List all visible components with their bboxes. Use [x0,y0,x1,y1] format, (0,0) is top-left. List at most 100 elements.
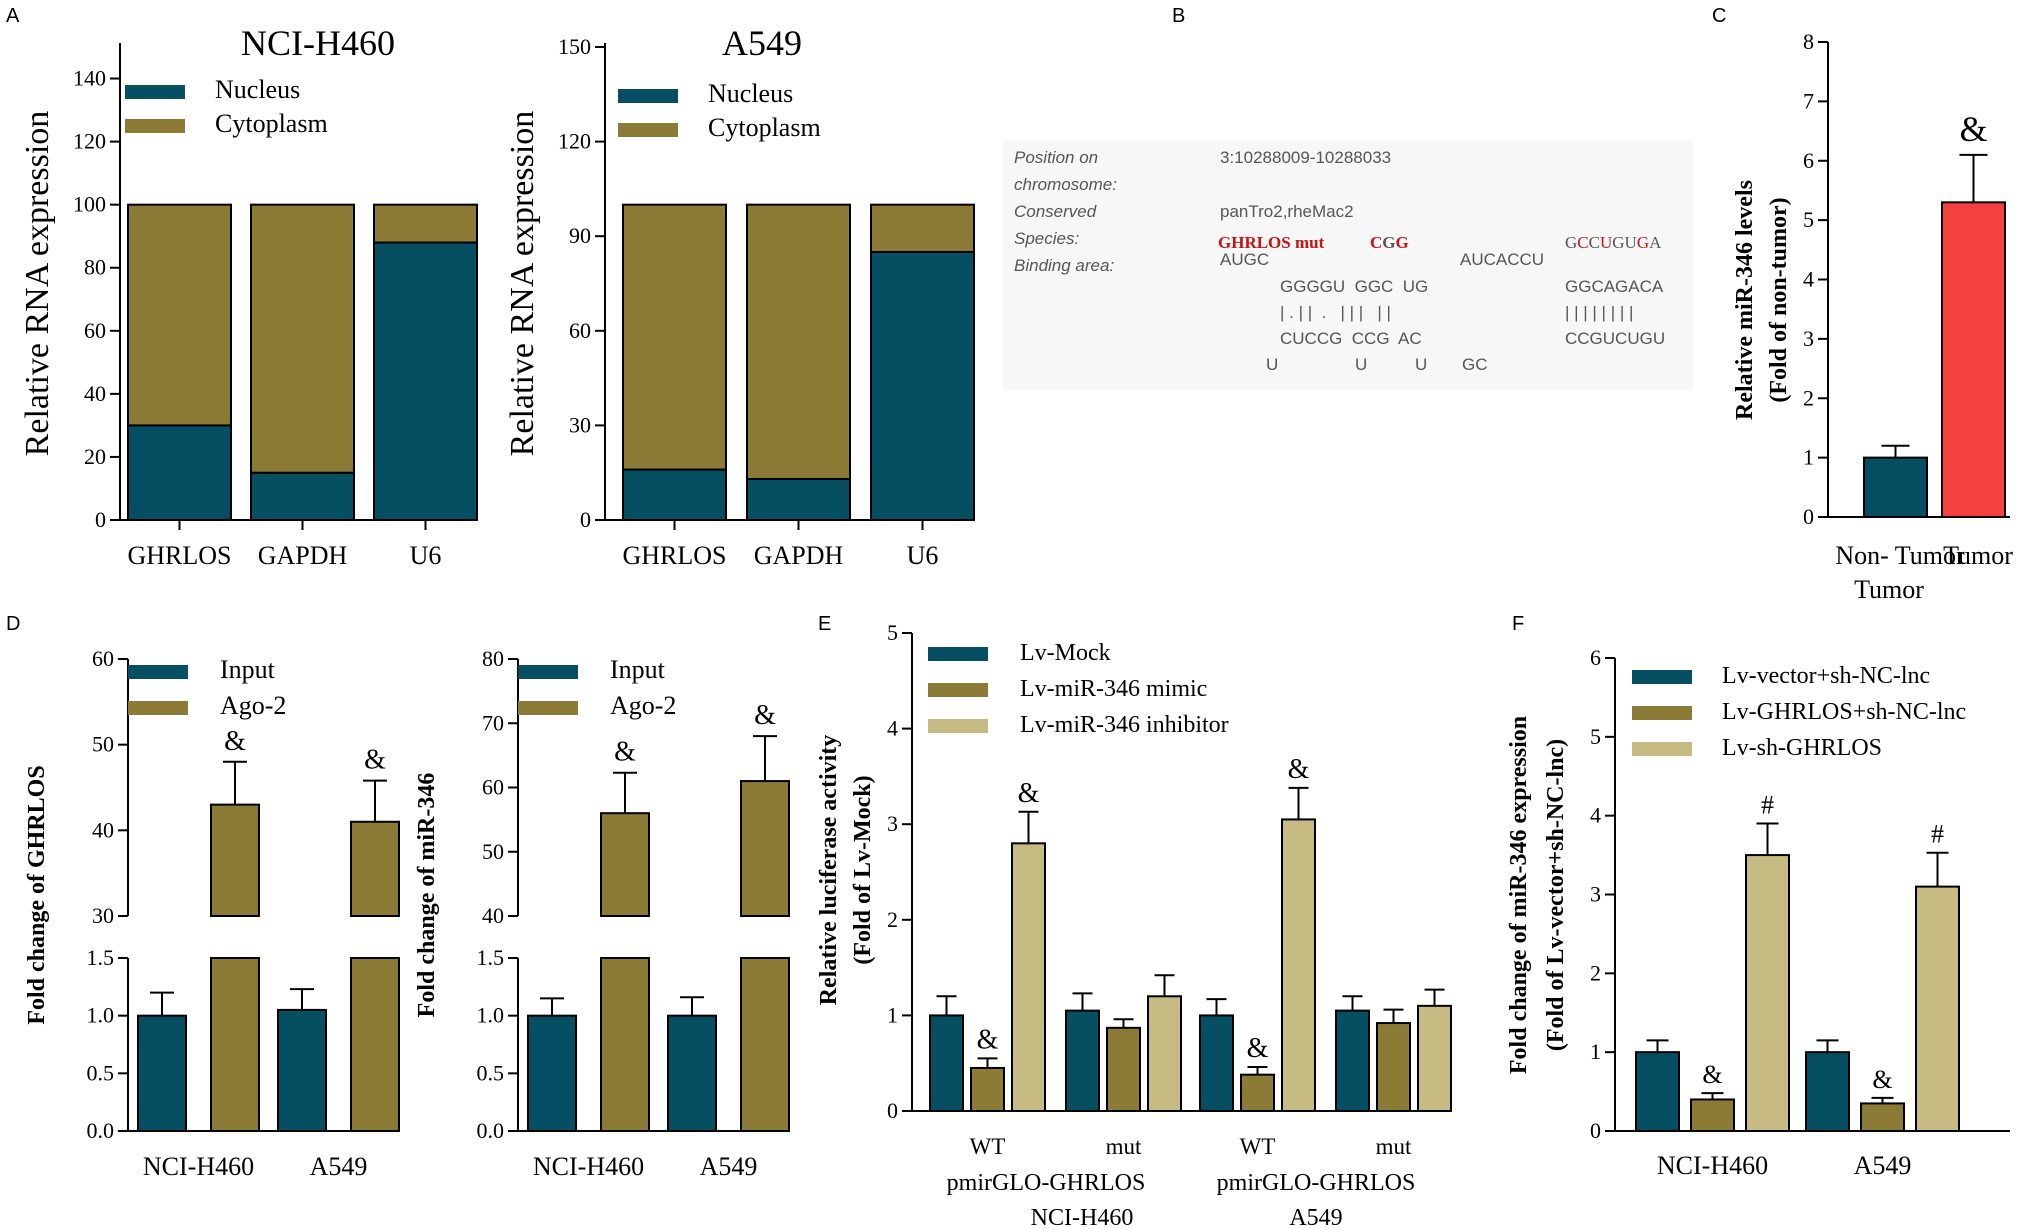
c-y-tick-label: 5 [1803,207,1814,232]
d-legend-label: Ago-2 [610,691,676,720]
d-category-label: NCI-H460 [143,1152,254,1181]
a-bar-nucleus [622,468,727,521]
d-bar-ago2-lower [740,957,790,1132]
binding-nt: C [1370,233,1382,252]
c-category-label-line2: Tumor [1854,575,1924,604]
e-bar [1106,1026,1141,1112]
f-legend-label: Lv-vector+sh-NC-lnc [1722,663,1930,689]
binding-seq-line: GC [1462,355,1488,374]
e-legend-swatch [928,719,988,733]
a-y-tick-label: 40 [84,381,106,406]
a-y-tick-label: 80 [84,255,106,280]
a-y-tick-label: 120 [558,129,591,154]
f-bar [1745,854,1790,1132]
binding-nt: G [1396,233,1409,252]
f-bar [1805,1051,1850,1132]
e-y-tick-label: 2 [887,907,898,932]
a-bar-cytoplasm [373,203,478,244]
a-y-tick-label: 100 [73,192,106,217]
c-bar [1941,201,2006,518]
d-bar-ago2-lower [210,957,260,1132]
f-y-tick-label: 3 [1590,882,1601,907]
a-bar-nucleus [373,241,478,522]
a-category-label: U6 [410,541,442,570]
c-y-tick-label: 1 [1803,445,1814,470]
f-y-tick-label: 6 [1590,645,1601,670]
e-legend-swatch [928,683,988,697]
a-category-label: GHRLOS [127,541,231,570]
e-bar [1199,1014,1234,1113]
d-category-label: NCI-H460 [533,1152,644,1181]
d-significance: & [224,726,246,757]
d-bar-ago2-lower [350,957,400,1132]
e-legend-label: Lv-miR-346 inhibitor [1020,712,1229,738]
e-construct-label: pmirGLO-GHRLOS [1217,1170,1416,1196]
a-bar-cytoplasm [870,203,975,253]
d-low-y-tick-label: 1.5 [477,945,505,970]
f-bar [1860,1102,1905,1132]
c-y-tick-label: 4 [1803,267,1814,292]
a-ylabel: Relative RNA expression [19,111,56,457]
e-group-label: mut [1106,1134,1142,1159]
binding-label-area: Binding area: [1014,256,1114,275]
f-y-tick-label: 4 [1590,803,1601,828]
d-legend-swatch [128,665,188,679]
d-low-y-tick-label: 1.0 [477,1003,505,1028]
f-bar [1690,1098,1735,1133]
binding-seq-line: CCGUCUGU [1565,329,1665,348]
f-legend-label: Lv-sh-GHRLOS [1722,735,1882,761]
f-y-tick-label: 2 [1590,960,1601,985]
e-significance: & [977,1024,999,1055]
binding-background [1003,140,1693,390]
a-y-tick-label: 30 [569,412,591,437]
a-y-tick-label: 0 [95,507,106,532]
d-bar-input [667,1014,717,1133]
binding-mut-seq-1: CGG [1370,233,1409,252]
binding-seq-line: U [1266,355,1278,374]
e-y-tick-label: 1 [887,1002,898,1027]
binding-nt: U [1600,233,1612,252]
d-legend-swatch [518,701,578,715]
a-bar-cytoplasm [622,203,727,471]
binding-seq-line: AUGC [1220,250,1269,269]
a-bar-nucleus [870,250,975,521]
c-y-tick-label: 7 [1803,88,1814,113]
chart-e: 0 1 2 3 4 5 Relative luciferase activity (Fold … [816,620,1452,1229]
d-category-label: A549 [310,1152,368,1181]
d-up-y-tick-label: 40 [482,903,504,928]
a-bar-cytoplasm [746,203,851,481]
f-legend-swatch [1632,670,1692,684]
d-bar-ago2-upper [600,812,650,918]
e-bar [1335,1009,1370,1112]
binding-site-panel: Position on chromosome: Conserved Specie… [1003,140,1693,390]
d-low-y-tick-label: 1.5 [87,945,115,970]
e-significance: & [1288,754,1310,785]
d-legend-label: Input [220,655,276,684]
binding-label-species: Species: [1014,229,1079,248]
panel-letter-a: A [6,5,20,27]
d-significance: & [614,737,636,768]
d-significance: & [754,700,776,731]
panel-letter-f: F [1512,613,1524,635]
f-ylabel: Fold change of miR-346 expression [1506,716,1532,1074]
f-category-label: A549 [1854,1151,1912,1180]
d-low-y-tick-label: 0.5 [477,1060,505,1085]
a-bar-cytoplasm [250,203,355,474]
a-y-tick-label: 120 [73,129,106,154]
f-bar [1635,1051,1680,1132]
f-ylabel2: (Fold of Lv-vector+sh-NC-lnc) [1543,739,1569,1051]
a-bar-nucleus [127,424,232,521]
c-category-label: Non- Tumor [1835,541,1965,570]
a-ylabel: Relative RNA expression [504,111,541,457]
c-ylabel2: (Fold of non-tumor) [1766,197,1792,402]
c-y-tick-label: 3 [1803,326,1814,351]
d-up-y-tick-label: 70 [482,710,504,735]
a-y-tick-label: 60 [569,318,591,343]
chart-a-nci-h460: 0 20 40 60 80 100 120 140 Relative RNA expressio… [19,23,478,570]
e-y-tick-label: 3 [887,811,898,836]
e-bar [1376,1022,1411,1112]
e-group-label: WT [1240,1134,1276,1159]
c-ylabel: Relative miR-346 levels [1732,180,1758,420]
d-ylabel: Fold change of miR-346 [414,773,440,1018]
